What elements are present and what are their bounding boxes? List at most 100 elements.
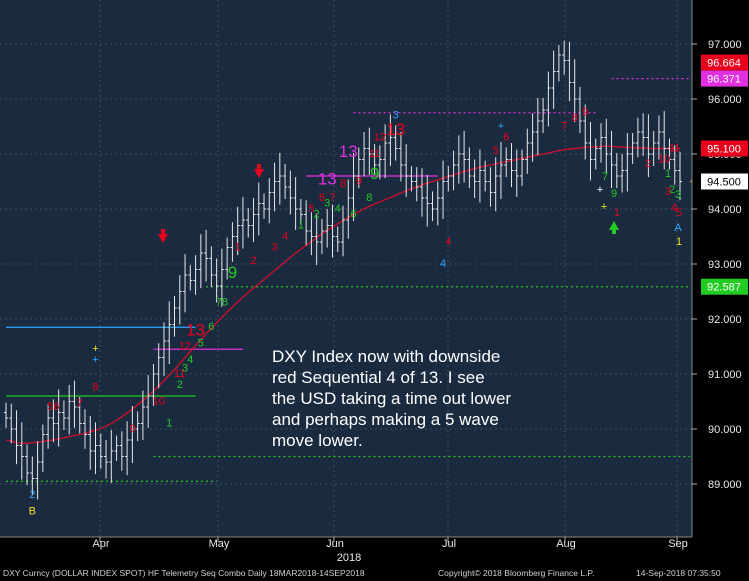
sequential-count-label: 4 [335,203,341,215]
sequential-count-label: 8 [366,192,372,204]
sequential-count-label: 3 [182,362,188,374]
up-arrow-stem [612,229,616,234]
y-tick-label: 93.000 [708,259,742,271]
sequential-count-label: 1 [166,417,172,429]
sequential-count-label: 4 [445,236,451,248]
sequential-count-label: 10 [153,395,165,407]
y-tick-label: 94.000 [708,204,742,216]
sequential-count-label: 2 [177,379,183,391]
sequential-count-label: 1 [665,168,671,180]
y-tick-label: 96.000 [708,94,742,106]
commentary-text: DXY Index now with downside red Sequenti… [272,347,512,450]
down-arrow-icon [158,234,168,243]
sequential-count-label: 7 [561,120,567,132]
sequential-count-label: 4 [440,258,446,270]
price-label-text: 92.587 [707,282,741,294]
sequential-count-label: 56 [47,401,59,413]
sequential-count-label: 78 [216,296,228,308]
price-bars [4,40,682,500]
sequential-count-label: 13 [386,120,405,139]
footer-instrument-text: DXY Curncy (DOLLAR INDEX SPOT) HF Teleme… [3,568,246,578]
sequential-count-label: 2 [669,184,675,196]
sequential-count-label: 1 [676,236,682,248]
sequential-count-label: 13 [186,321,205,340]
x-tick-label: Jul [442,538,456,550]
y-tick-label: 89.000 [708,479,742,491]
sequential-count-label: 6 [208,321,214,333]
sequential-count-label: 4 [282,230,288,242]
x-tick-label: Aug [556,538,576,550]
y-tick-label: 90.000 [708,424,742,436]
price-label-text: 94.500 [707,177,741,189]
footer-period-text: Daily 18MAR2018-14SEP2018 [247,568,365,578]
sequential-count-label: 2 [314,208,320,220]
sequential-count-label: 8 [572,112,578,124]
price-label-text: 96.371 [707,74,741,86]
sequential-count-label: 9 [129,423,135,435]
x-tick-label: Apr [92,538,109,550]
sequential-count-label: 3 [675,189,681,201]
price-label-text: 96.664 [707,57,741,69]
sequential-count-label: 11 [174,368,185,380]
sequential-count-label: 13 [339,142,358,161]
sequential-count-label: 11 [669,142,680,154]
sequential-count-label: 3 [393,109,399,121]
sequential-count-label: 6 [319,192,325,204]
sequential-count-label: 5 [676,207,682,219]
sequential-count-label: 2 [250,255,256,267]
sequential-count-label: + [601,201,607,213]
sequential-count-label: 7 [329,192,335,204]
sequential-count-label: 12 [179,340,191,352]
sequential-count-label: 1 [235,241,241,253]
sequential-count-label: 10 [658,153,670,165]
sequential-count-label: 2 [645,158,651,170]
sequential-count-label: 5 [493,145,499,157]
sequential-count-label: 6 [503,131,509,143]
sequential-count-label: 1 [298,219,304,231]
footer-instrument: DXY Curncy (DOLLAR INDEX SPOT) HF Teleme… [3,566,365,581]
price-label-box [701,278,748,295]
sequential-count-label: B [29,505,36,517]
price-label-box [701,70,748,87]
sequential-count-label: 8 [340,178,346,190]
footer-copyright: Copyright© 2018 Bloomberg Finance L.P. [438,568,595,578]
sequential-count-label: 2 [29,489,35,501]
sequential-count-label: + [92,343,98,355]
y-axis-background [692,0,749,537]
price-labels: 96.664 96.371 95.100 94.500 92.587 [701,54,748,295]
sequential-count-label: + [597,184,603,196]
sequential-count-label: + [92,354,98,366]
sequential-count-label: 4 [671,202,677,214]
sequential-count-label: 5 [308,203,314,215]
sequential-count-label: 5 [198,338,204,350]
sequential-count-label: 8 [92,382,98,394]
signal-arrows [158,164,619,243]
sequential-count-label: 9 [370,164,379,183]
sequential-count-label: 7 [602,171,608,183]
sequential-count-label: 3 [324,197,330,209]
down-arrow-stem [257,164,261,170]
down-arrow-icon [254,169,264,178]
y-tick-label: 97.000 [708,39,742,51]
down-arrow-stem [161,229,165,235]
x-axis-year-label: 2018 [337,552,361,564]
price-label-box [701,140,748,157]
sequential-count-label: A [674,222,682,234]
sequential-count-label: 9 [356,175,362,187]
price-label-box [701,173,748,190]
x-axis: Apr May Jun Jul Aug Sep 2018 [0,536,692,564]
sequential-count-label: 13 [318,169,337,188]
y-axis: 97.00096.00095.00094.00093.00092.00091.0… [691,0,749,537]
y-tick-label: 92.000 [708,314,742,326]
sequential-count-label: 3 [271,241,277,253]
sequential-count-label: 11 [369,148,380,160]
price-label-box [701,54,748,71]
plot-background [0,0,692,537]
sequential-count-label: 9 [611,188,617,200]
footer-timestamp: 14-Sep-2018 07:35:50 [636,568,721,578]
x-tick-label: Jun [326,538,344,550]
up-arrow-icon [609,221,619,230]
